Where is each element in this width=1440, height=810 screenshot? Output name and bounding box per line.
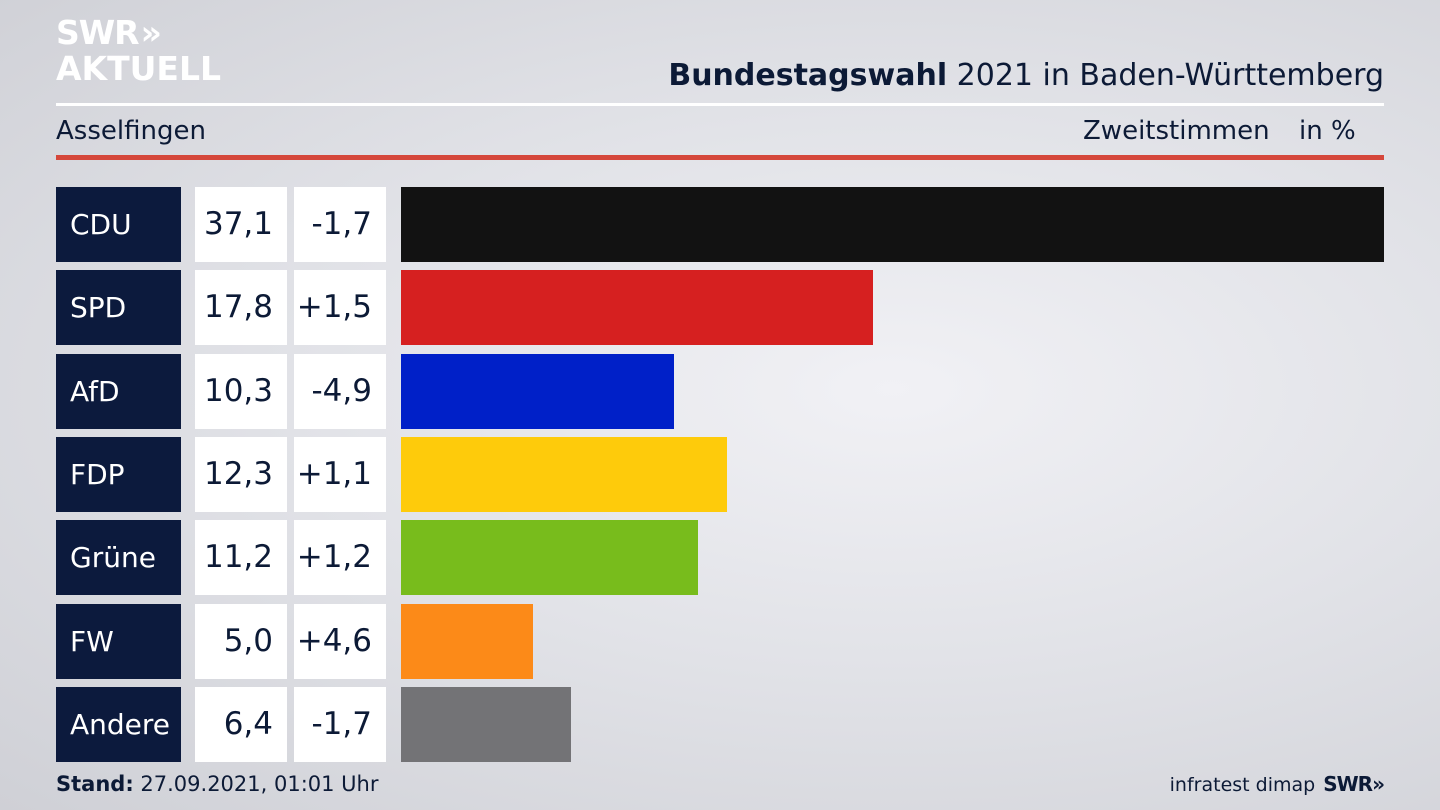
logo-chevron-icon: » [140,13,162,52]
party-label: FW [56,604,181,679]
vote-change-value: -1,7 [294,687,386,762]
chart-row: AfD 10,3 -4,9 [0,354,1440,429]
party-label: Andere [56,687,181,762]
vote-share-value: 10,3 [195,354,287,429]
vote-change-value: -1,7 [294,187,386,262]
accent-divider [56,155,1384,160]
swr-aktuell-logo: SWR» AKTUELL [56,16,221,85]
vote-change-value: +1,1 [294,437,386,512]
source-brand: SWR» [1323,772,1385,796]
vote-change-value: +1,2 [294,520,386,595]
source-brand-chevron-icon: » [1372,772,1385,796]
logo-swr-text: SWR [56,13,140,52]
bar-gruene [401,520,698,595]
bar-spd [401,270,873,345]
vote-share-value: 5,0 [195,604,287,679]
source-brand-text: SWR [1323,772,1373,796]
bar-cdu [401,187,1384,262]
bar-afd [401,354,674,429]
vote-share-value: 6,4 [195,687,287,762]
chart-row: FW 5,0 +4,6 [0,604,1440,679]
bar-fdp [401,437,727,512]
party-label: AfD [56,354,181,429]
party-label: SPD [56,270,181,345]
header-divider [56,103,1384,106]
source-name: infratest dimap [1169,774,1316,796]
source-credit: infratest dimap SWR» [1169,772,1385,796]
party-label: FDP [56,437,181,512]
timestamp: Stand: 27.09.2021, 01:01 Uhr [56,772,379,796]
party-label: CDU [56,187,181,262]
vote-change-value: -4,9 [294,354,386,429]
bar-fw [401,604,533,679]
chart-row: FDP 12,3 +1,1 [0,437,1440,512]
measure-label: Zweitstimmen [1083,116,1270,146]
vote-share-value: 12,3 [195,437,287,512]
party-label: Grüne [56,520,181,595]
page-title: Bundestagswahl 2021 in Baden-Württemberg [668,58,1384,93]
chart-row: SPD 17,8 +1,5 [0,270,1440,345]
unit-label: in % [1299,116,1356,146]
timestamp-value: 27.09.2021, 01:01 Uhr [133,772,379,796]
title-rest: 2021 in Baden-Württemberg [947,58,1384,93]
vote-share-value: 17,8 [195,270,287,345]
vote-change-value: +4,6 [294,604,386,679]
vote-share-value: 37,1 [195,187,287,262]
logo-aktuell-text: AKTUELL [56,49,222,88]
title-bold: Bundestagswahl [668,58,948,93]
bar-andere [401,687,571,762]
chart-row: Grüne 11,2 +1,2 [0,520,1440,595]
vote-change-value: +1,5 [294,270,386,345]
chart-row: Andere 6,4 -1,7 [0,687,1440,762]
chart-row: CDU 37,1 -1,7 [0,187,1440,262]
vote-share-value: 11,2 [195,520,287,595]
timestamp-label: Stand: [56,772,134,796]
location-label: Asselfingen [56,116,206,146]
